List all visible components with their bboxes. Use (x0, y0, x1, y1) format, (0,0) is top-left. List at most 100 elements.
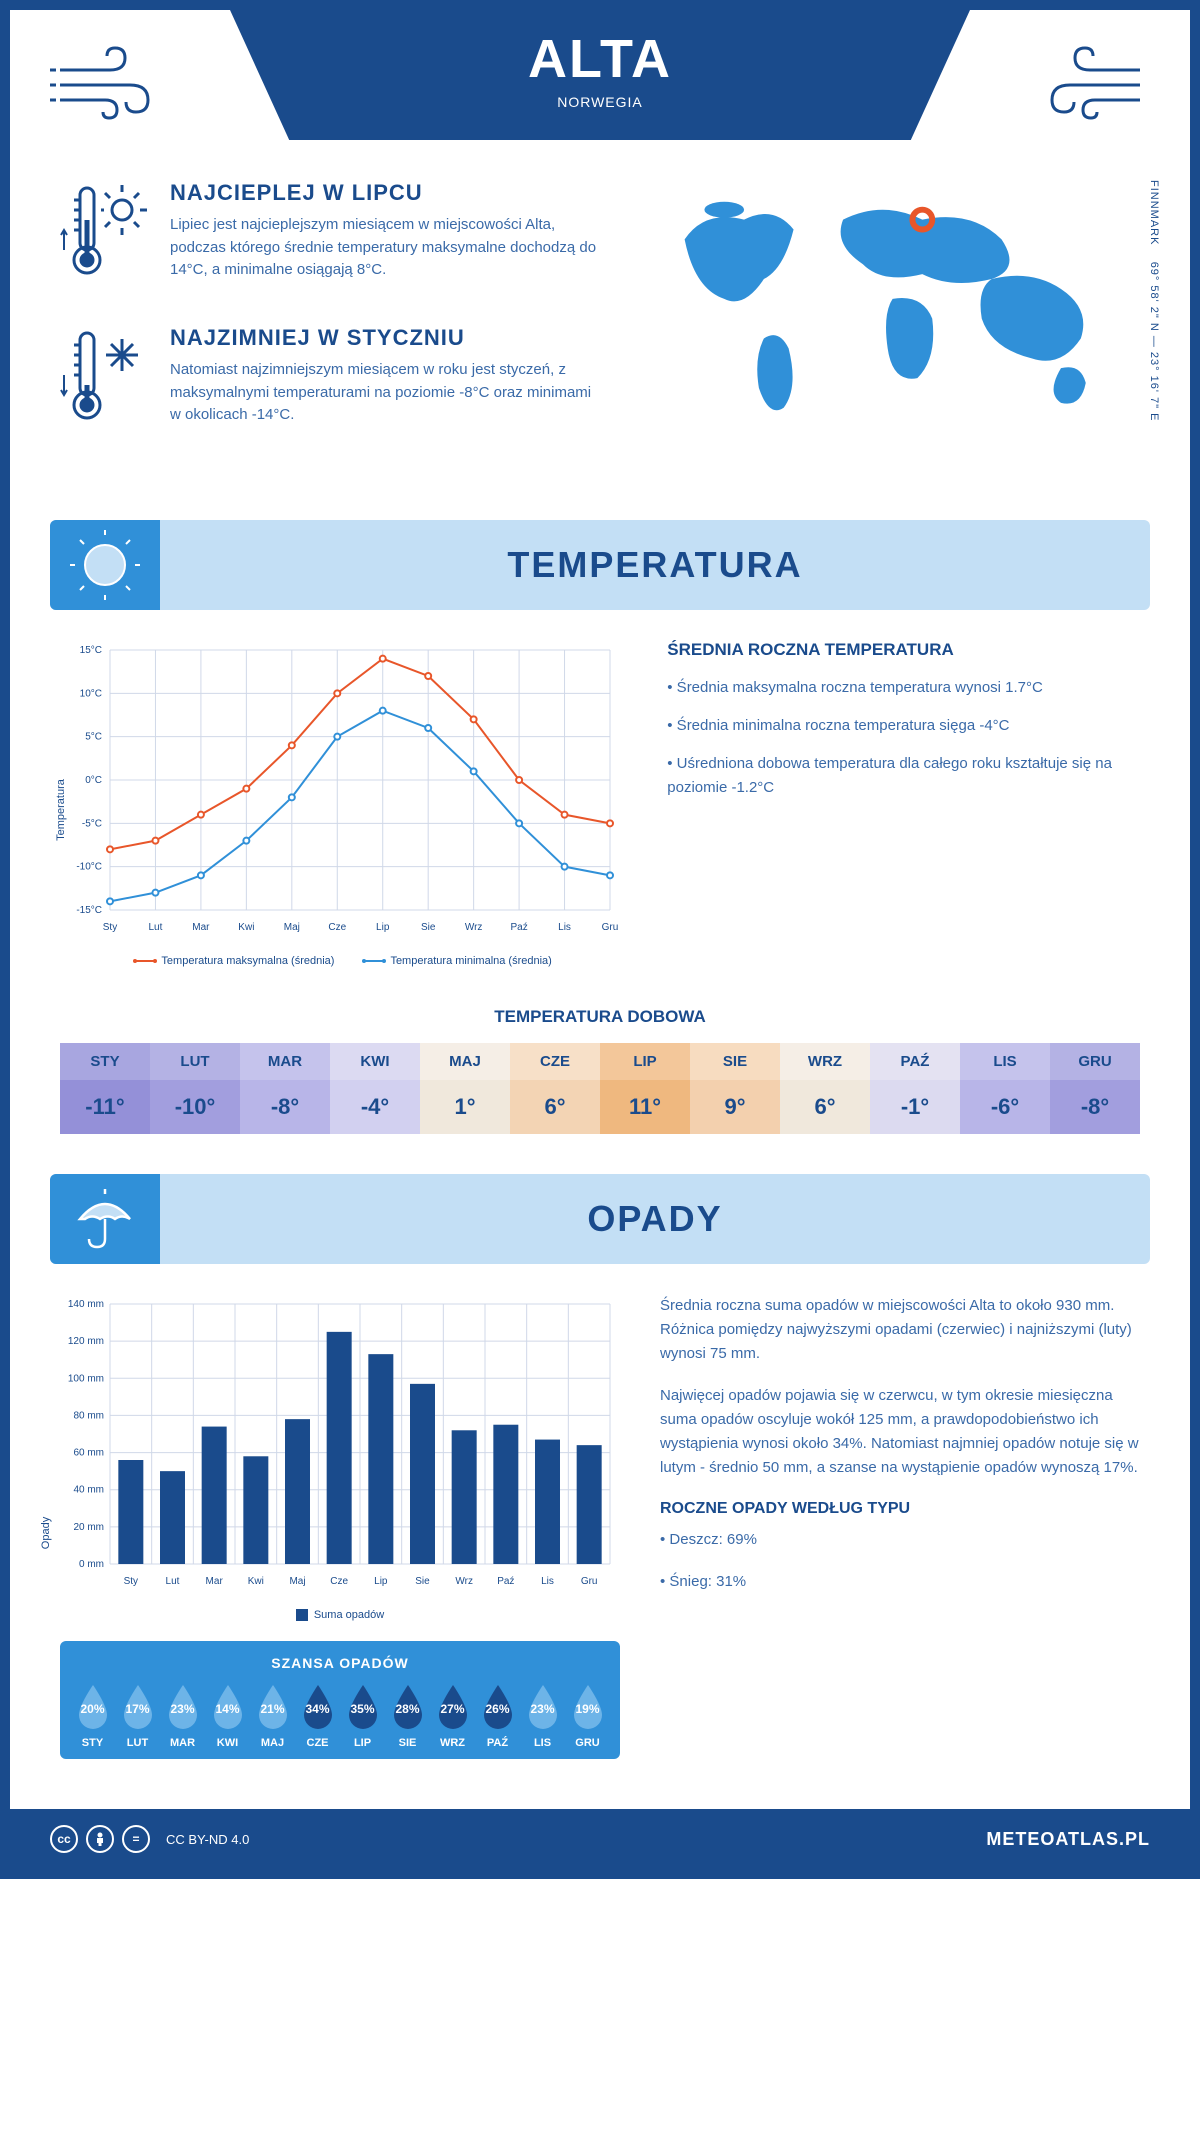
svg-text:80 mm: 80 mm (73, 1410, 104, 1421)
svg-text:Sty: Sty (124, 1576, 138, 1587)
svg-text:40 mm: 40 mm (73, 1485, 104, 1496)
warmest-block: NAJCIEPLEJ W LIPCU Lipiec jest najcieple… (60, 180, 605, 295)
precipitation-bar-chart: 0 mm 20 mm 40 mm 60 mm 80 mm 100 mm 120 mm 140 … (60, 1294, 620, 1594)
precipitation-row: Opady 0 mm20 mm40 mm60 mm80 mm100 mm120 … (10, 1294, 1190, 1789)
daily-temp-cell: CZE 6° (510, 1043, 600, 1134)
daily-temp-cell: STY -11° (60, 1043, 150, 1134)
svg-text:100 mm: 100 mm (68, 1373, 104, 1384)
svg-text:Lut: Lut (166, 1576, 180, 1587)
temperature-row: Temperatura -15°C-10°C-5°C0°C5°C10°C15°C… (10, 640, 1190, 997)
svg-text:Gru: Gru (602, 922, 619, 933)
svg-text:140 mm: 140 mm (68, 1299, 104, 1310)
precipitation-banner: OPADY (50, 1174, 1150, 1264)
thermometer-cold-icon (60, 325, 150, 440)
umbrella-icon (50, 1174, 160, 1264)
city-name: ALTA (250, 28, 950, 90)
svg-text:20 mm: 20 mm (73, 1522, 104, 1533)
temperature-legend: Temperatura maksymalna (średnia) Tempera… (60, 955, 627, 967)
precip-chance-drop: 19% GRU (568, 1683, 608, 1749)
svg-text:-5°C: -5°C (82, 818, 102, 829)
coordinates: FINNMARK 69° 58' 2" N — 23° 16' 7" E (1148, 180, 1160, 421)
daily-temp-table: STY -11°LUT -10°MAR -8°KWI -4°MAJ 1°CZE … (60, 1043, 1140, 1134)
daily-temp-cell: KWI -4° (330, 1043, 420, 1134)
temperature-banner: TEMPERATURA (50, 520, 1150, 610)
license-text: CC BY-ND 4.0 (166, 1832, 249, 1847)
svg-text:Lis: Lis (541, 1576, 554, 1587)
precipitation-info: Średnia roczna suma opadów w miejscowośc… (660, 1294, 1140, 1759)
avg-temp-title: ŚREDNIA ROCZNA TEMPERATURA (667, 640, 1140, 660)
svg-text:60 mm: 60 mm (73, 1448, 104, 1459)
precipitation-chart: Opady 0 mm20 mm40 mm60 mm80 mm100 mm120 … (60, 1294, 620, 1759)
by-icon (86, 1825, 114, 1853)
svg-text:0°C: 0°C (85, 775, 102, 786)
world-map-icon (645, 180, 1140, 438)
type-bullet: • Śnieg: 31% (660, 1570, 1140, 1594)
svg-text:Sie: Sie (421, 922, 436, 933)
precip-chance-drop: 21% MAJ (253, 1683, 293, 1749)
svg-text:Lis: Lis (558, 922, 571, 933)
svg-text:Paź: Paź (510, 922, 527, 933)
intro-row: NAJCIEPLEJ W LIPCU Lipiec jest najcieple… (10, 160, 1190, 500)
daily-temp-title: TEMPERATURA DOBOWA (10, 1007, 1190, 1027)
svg-text:-10°C: -10°C (76, 862, 102, 873)
temperature-info: ŚREDNIA ROCZNA TEMPERATURA • Średnia mak… (667, 640, 1140, 967)
svg-text:Cze: Cze (330, 1576, 348, 1587)
precip-chance-drop: 26% PAŹ (478, 1683, 518, 1749)
precipitation-title: OPADY (160, 1198, 1150, 1240)
precip-chance-drop: 23% LIS (523, 1683, 563, 1749)
svg-text:Maj: Maj (289, 1576, 305, 1587)
license-badges: cc = CC BY-ND 4.0 (50, 1825, 249, 1853)
svg-text:Lip: Lip (376, 922, 390, 933)
svg-text:120 mm: 120 mm (68, 1336, 104, 1347)
svg-text:Mar: Mar (192, 922, 210, 933)
wind-icon-left (50, 40, 190, 135)
country-name: NORWEGIA (250, 94, 950, 110)
coldest-text: Natomiast najzimniejszym miesiącem w rok… (170, 359, 605, 427)
daily-temp-cell: SIE 9° (690, 1043, 780, 1134)
daily-temp-cell: GRU -8° (1050, 1043, 1140, 1134)
precip-text-2: Najwięcej opadów pojawia się w czerwcu, … (660, 1384, 1140, 1480)
svg-text:-15°C: -15°C (76, 905, 102, 916)
temperature-title: TEMPERATURA (160, 544, 1150, 586)
nd-icon: = (122, 1825, 150, 1853)
svg-text:Kwi: Kwi (248, 1576, 264, 1587)
temp-bullet: • Uśredniona dobowa temperatura dla całe… (667, 752, 1140, 800)
wind-icon-right (1010, 40, 1150, 135)
svg-text:Kwi: Kwi (238, 922, 254, 933)
daily-temp-cell: MAR -8° (240, 1043, 330, 1134)
svg-text:Lut: Lut (149, 922, 163, 933)
precip-chance-drop: 14% KWI (208, 1683, 248, 1749)
warmest-text: Lipiec jest najcieplejszym miesiącem w m… (170, 214, 605, 282)
svg-text:Wrz: Wrz (465, 922, 483, 933)
footer: cc = CC BY-ND 4.0 METEOATLAS.PL (10, 1809, 1190, 1869)
world-map-box: FINNMARK 69° 58' 2" N — 23° 16' 7" E (645, 180, 1140, 470)
daily-temp-cell: WRZ 6° (780, 1043, 870, 1134)
chance-title: SZANSA OPADÓW (70, 1655, 610, 1671)
daily-temp-cell: PAŹ -1° (870, 1043, 960, 1134)
temp-bullet: • Średnia minimalna roczna temperatura s… (667, 714, 1140, 738)
title-banner: ALTA NORWEGIA (230, 10, 970, 140)
precip-chance-drop: 28% SIE (388, 1683, 428, 1749)
temp-bullet: • Średnia maksymalna roczna temperatura … (667, 676, 1140, 700)
header: ALTA NORWEGIA (10, 10, 1190, 160)
coldest-title: NAJZIMNIEJ W STYCZNIU (170, 325, 605, 351)
type-bullet: • Deszcz: 69% (660, 1528, 1140, 1552)
temperature-line-chart: -15°C-10°C-5°C0°C5°C10°C15°CStyLutMarKwi… (60, 640, 620, 940)
cc-icon: cc (50, 1825, 78, 1853)
daily-temp-cell: LUT -10° (150, 1043, 240, 1134)
svg-text:Mar: Mar (206, 1576, 224, 1587)
precip-text-1: Średnia roczna suma opadów w miejscowośc… (660, 1294, 1140, 1366)
svg-text:10°C: 10°C (80, 688, 102, 699)
temperature-chart: Temperatura -15°C-10°C-5°C0°C5°C10°C15°C… (60, 640, 627, 967)
precip-type-title: ROCZNE OPADY WEDŁUG TYPU (660, 1500, 1140, 1518)
svg-text:Paź: Paź (497, 1576, 514, 1587)
svg-text:0 mm: 0 mm (79, 1559, 104, 1570)
precip-chance-drop: 17% LUT (118, 1683, 158, 1749)
svg-text:Cze: Cze (328, 922, 346, 933)
precip-chance-drop: 23% MAR (163, 1683, 203, 1749)
daily-temp-cell: LIP 11° (600, 1043, 690, 1134)
precip-chance-drop: 35% LIP (343, 1683, 383, 1749)
svg-text:Gru: Gru (581, 1576, 598, 1587)
coldest-block: NAJZIMNIEJ W STYCZNIU Natomiast najzimni… (60, 325, 605, 440)
precip-chance-drop: 34% CZE (298, 1683, 338, 1749)
